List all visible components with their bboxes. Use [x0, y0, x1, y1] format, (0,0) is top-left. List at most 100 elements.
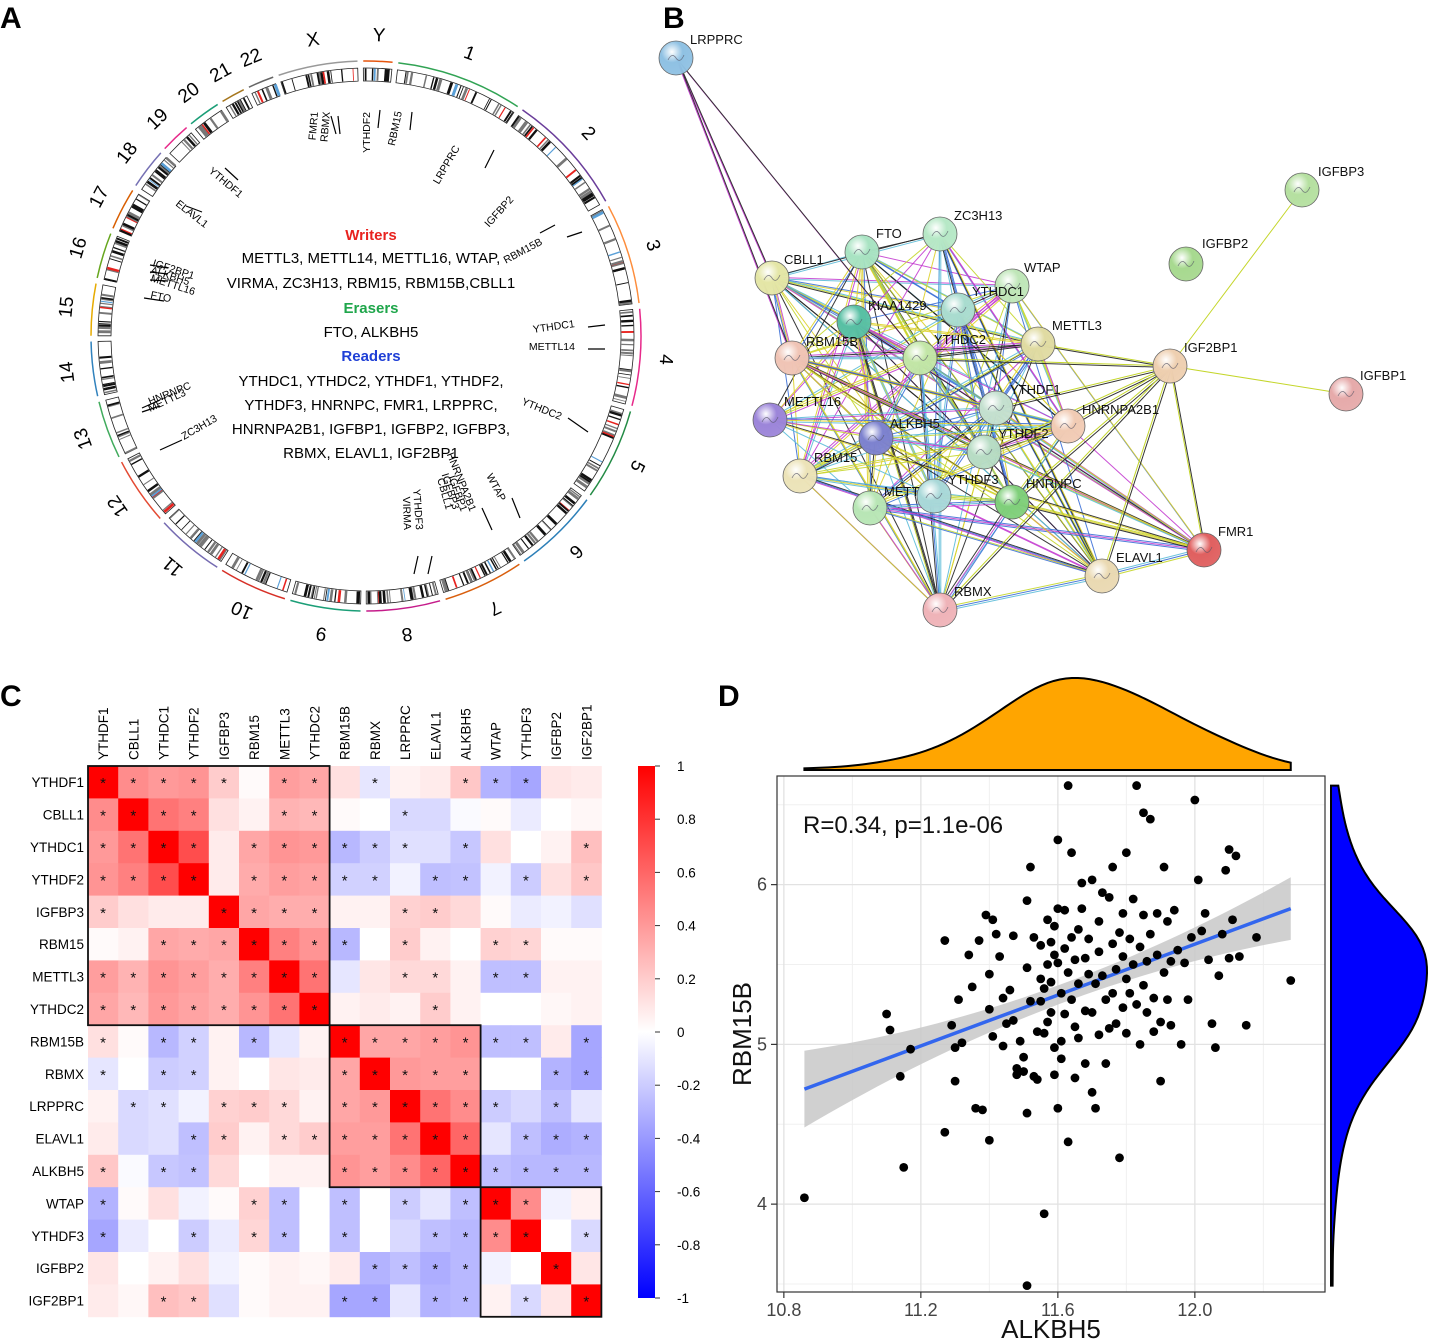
network-edge [793, 359, 1070, 429]
cytoband [376, 68, 379, 81]
heatmap-cell [390, 895, 421, 929]
column-labels: YTHDF1 CBLL1 YTHDC1 YTHDF2 IGFBP3 RBM15 METTL3… [96, 704, 594, 760]
cytoband [160, 162, 172, 173]
column-label-ythdc2: YTHDC2 [308, 706, 323, 760]
cytoband [217, 548, 226, 560]
heatmap-cell [299, 1219, 330, 1253]
cytoband [536, 137, 547, 148]
network-edge [793, 359, 986, 455]
cytoband [608, 251, 621, 257]
network-edge [957, 309, 1103, 577]
data-point [1074, 924, 1083, 934]
heatmap-cell [450, 1154, 481, 1188]
data-point [1125, 988, 1135, 998]
network-edges [675, 57, 1347, 613]
significance-star: * [432, 905, 438, 922]
heatmap-cell [571, 1057, 602, 1091]
heatmap-cell [420, 1057, 451, 1091]
network-edge [1010, 499, 1203, 549]
heatmap-cell [541, 798, 572, 832]
heatmap-cell [118, 1187, 149, 1220]
node-label-mettl3: METTL3 [1052, 318, 1102, 333]
cytoband [567, 490, 580, 501]
heatmap-cells [88, 766, 602, 1318]
significance-star: * [463, 1132, 469, 1149]
cytoband [614, 393, 627, 400]
heatmap-cell [390, 992, 421, 1026]
cytoband [491, 557, 499, 569]
cytoband [399, 589, 403, 602]
row-label-ythdf1: YTHDF1 [31, 775, 84, 790]
column-label-ythdc1: YTHDC1 [157, 706, 172, 760]
gene-label-igfbp2: IGFBP2 [482, 194, 516, 230]
heatmap-cell [208, 928, 240, 961]
cytoband [116, 237, 129, 244]
data-point [1180, 958, 1189, 968]
data-point [1043, 1017, 1052, 1027]
cytoband [106, 268, 119, 274]
significance-star: * [221, 905, 227, 922]
gene-label-ythdf3: YTHDF3 [410, 489, 425, 531]
network-edge [799, 285, 1013, 477]
heatmap-cell [450, 1284, 481, 1318]
cytoband [483, 98, 490, 110]
heatmap-cell [420, 1025, 451, 1058]
data-point [1012, 1070, 1022, 1080]
cytoband [382, 590, 386, 603]
significance-star: * [251, 905, 257, 922]
cytoband [608, 415, 621, 421]
network-edge [920, 344, 1039, 360]
cytoband [307, 74, 312, 87]
significance-star: * [221, 937, 227, 954]
network-edge [769, 357, 921, 421]
chromosome-label-22: 22 [237, 45, 265, 72]
cytoband [103, 382, 116, 388]
cytoband [462, 571, 469, 584]
node-structure-glyph [911, 354, 929, 361]
heatmap-cell [148, 928, 179, 961]
cytoband [613, 398, 626, 402]
heatmap-cell [480, 992, 512, 1026]
significance-star: * [161, 872, 167, 889]
significance-star: * [281, 872, 287, 889]
node-label-igfbp2: IGFBP2 [1202, 236, 1248, 251]
panel-label-d: D [718, 680, 740, 713]
heatmap-cell [208, 992, 240, 1026]
cytoband [128, 454, 141, 462]
heatmap-cell [299, 798, 330, 832]
heatmap-cell [208, 766, 240, 799]
heatmap-cell [359, 830, 391, 864]
heatmap-cell [420, 1219, 451, 1253]
heatmap-cell [571, 1122, 602, 1156]
heatmap-cell [480, 1154, 512, 1188]
heatmap-cell [450, 1187, 481, 1220]
cytoband [229, 105, 237, 117]
node-structure-glyph [1293, 186, 1311, 193]
network-edge [801, 477, 942, 612]
significance-star: * [342, 1196, 348, 1213]
data-point [991, 929, 1001, 939]
data-point [1241, 1020, 1251, 1030]
network-edge [875, 424, 1068, 438]
significance-star: * [523, 1294, 529, 1311]
cytoband [456, 85, 462, 98]
cytoband [606, 419, 619, 426]
network-edge [798, 284, 1011, 475]
network-edge [941, 367, 1172, 612]
cytoband [320, 72, 325, 85]
colorbar-tick-label: -0.2 [677, 1078, 700, 1093]
heatmap-cell [88, 798, 119, 832]
cytoband [103, 386, 116, 391]
data-point [971, 1103, 981, 1113]
cytoband [556, 504, 568, 515]
heatmap-cell [450, 830, 481, 864]
significance-star: * [432, 1067, 438, 1084]
significance-star: * [342, 840, 348, 857]
heatmap-cell [571, 960, 602, 994]
cytoband [616, 282, 629, 286]
cytoband [231, 556, 240, 569]
network-edge [995, 365, 1171, 409]
cytoband [193, 531, 203, 542]
significance-star: * [463, 775, 469, 792]
significance-star: * [281, 905, 287, 922]
